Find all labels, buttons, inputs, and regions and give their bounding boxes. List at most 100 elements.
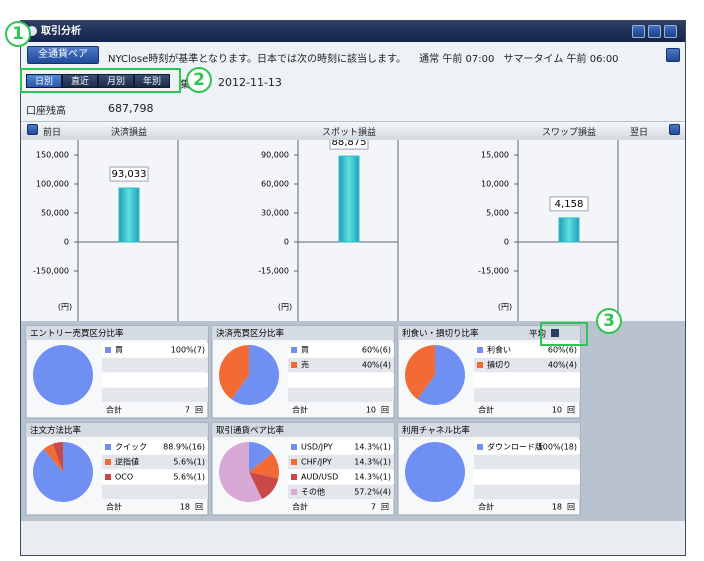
total-value: 18 [552,503,562,512]
total-unit: 回 [567,503,575,512]
legend-name: その他 [301,487,325,497]
prev-button[interactable] [27,124,38,135]
summer-time: 午前 06:00 [566,54,619,65]
legend-name: 買 [301,346,309,355]
legend-swatch [291,362,297,368]
unit-label: (円) [498,303,512,312]
currency-button[interactable]: 全通貨ペア [27,46,99,64]
total-unit: 回 [381,503,389,512]
legend-name: CHF/JPY [301,458,332,467]
legend-row [102,440,208,454]
legend-swatch [291,459,297,465]
summer-label: サマータイム [503,54,564,65]
minimize-button[interactable] [632,25,645,38]
total-value: 18 [180,503,190,512]
pie-slice [405,442,465,502]
toggle-button[interactable] [551,329,559,337]
legend-swatch [291,347,297,353]
legend-swatch [105,347,111,353]
legend-row [102,373,208,387]
value-label-box [549,196,589,212]
pie-slice [219,442,263,502]
tab[interactable]: 日別 [26,74,62,88]
close-button[interactable] [664,25,677,38]
total-unit: 回 [195,503,203,512]
balance-label: 口座残高 [26,106,66,117]
panel-header [398,326,580,340]
next-label: 翌日 [630,128,649,138]
legend-row [288,455,394,469]
panel-title: 利用チャネル比率 [402,425,470,436]
legend-row [102,358,208,372]
legend-name: ダウンロード版 [487,442,543,452]
total-value: 10 [366,406,376,415]
title-bar: 取引分析 [21,21,685,42]
tab[interactable]: 年別 [134,74,170,88]
chart-title: 決済損益 [110,128,147,138]
footer [21,521,685,555]
pie-slice [249,472,279,500]
legend-value: 88.9%(16) [163,443,205,452]
panel-header [26,423,208,437]
legend-value: 14.3%(1) [354,458,391,467]
legend-row [474,440,580,454]
pie-slice [219,345,249,400]
legend-row [102,388,208,402]
annotation-box [20,68,181,93]
total-label: 合計 [292,405,308,415]
legend-swatch [477,347,483,353]
y-tick-label: 60,000 [261,180,289,189]
annotation: 1 [5,21,31,47]
annotation: 2 [186,67,212,93]
y-tick-label: -15,000 [478,267,509,276]
legend-row [288,358,394,372]
y-tick-label: 0 [64,238,69,247]
pie-slice [249,442,273,472]
legend-row [288,373,394,387]
total-label: 合計 [478,502,494,512]
legend-row [474,373,580,387]
note: NYClose時刻が基準となります。日本では次の時刻に該当します。 [108,54,406,65]
tab[interactable]: 直近 [62,74,98,88]
legend-row [288,388,394,402]
legend-swatch [477,444,483,450]
panel-header [212,423,394,437]
pie-slice [417,345,465,405]
maximize-button[interactable] [648,25,661,38]
y-tick-label: 30,000 [261,209,289,218]
chart-title: スワップ損益 [541,128,596,138]
bar [558,217,580,243]
value-label: 88,875 [332,140,367,148]
legend-row [102,485,208,499]
legend-value: 100%(7) [171,346,205,355]
legend-row [474,343,580,357]
legend-name: 損切り [487,360,511,370]
value-label-box [109,166,149,182]
unit-label: (円) [58,303,72,312]
tab[interactable]: 月別 [98,74,134,88]
pie-slice [33,345,93,405]
legend-row [288,440,394,454]
legend-value: 57.2%(4) [354,488,391,497]
y-tick-label: 150,000 [36,151,69,160]
normal-label: 通常 [419,54,440,65]
legend-name: 利食い [487,345,511,355]
total-value: 7 [185,406,190,415]
legend-name: 逆指値 [115,457,139,467]
legend-swatch [291,444,297,450]
total-unit: 回 [381,406,389,415]
bar [118,187,140,243]
pie-slice [32,442,93,503]
legend-swatch [291,489,297,495]
y-tick-label: 0 [284,238,289,247]
next-button[interactable] [669,124,680,135]
popout-button[interactable] [666,48,680,62]
legend-row [474,470,580,484]
panel-title: 取引通貨ペア比率 [216,425,285,436]
prev-label: 前日 [43,128,62,138]
legend-swatch [291,474,297,480]
value-label: 4,158 [555,199,584,210]
annotation-box [540,322,588,346]
value-label-box [329,140,369,150]
legend-row [288,485,394,499]
